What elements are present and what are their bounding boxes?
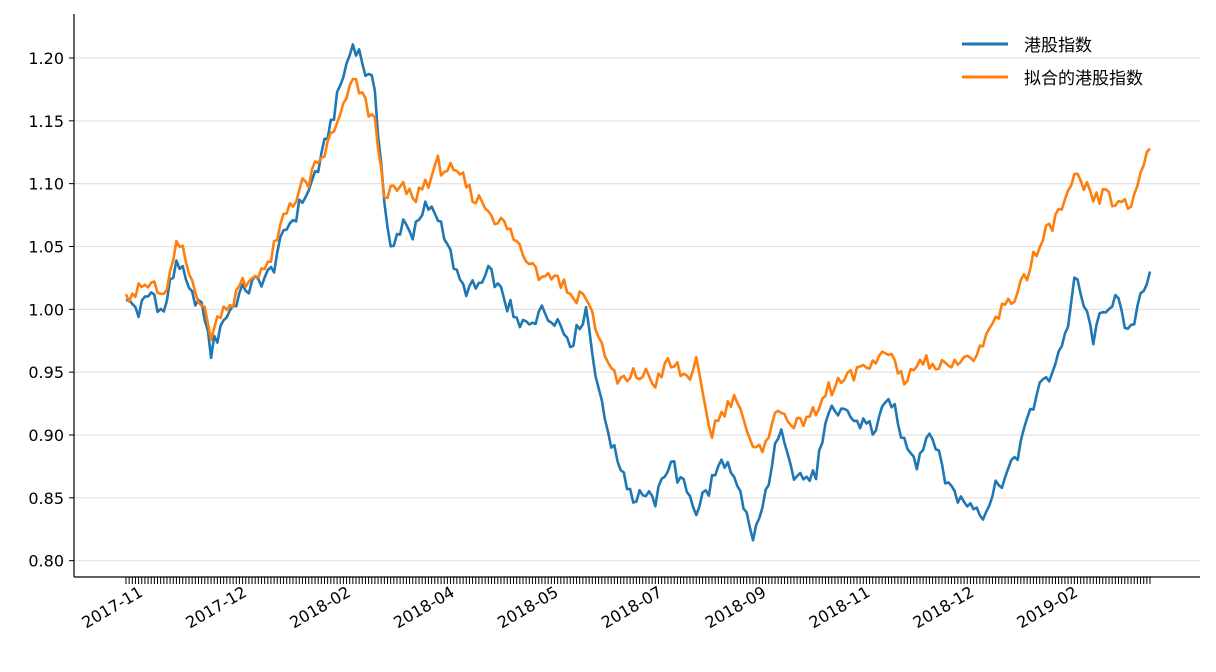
x-tick-label: 2018-09 xyxy=(702,582,769,632)
y-tick-label: 0.85 xyxy=(28,489,64,508)
gridlines xyxy=(74,57,1200,562)
x-tick-label: 2018-04 xyxy=(390,582,457,632)
x-tick-label: 2019-02 xyxy=(1014,582,1081,632)
x-tick-label: 2018-12 xyxy=(910,582,977,632)
x-tick-label: 2018-02 xyxy=(286,582,353,632)
legend-label: 港股指数 xyxy=(1024,36,1092,56)
y-tick-label: 1.20 xyxy=(28,49,64,68)
x-tick-label: 2018-07 xyxy=(598,582,665,632)
x-ticks: 2017-11 2017-12 2018-02 2018-04 2018-05 2018-… xyxy=(79,582,1081,632)
x-minor-ticks xyxy=(125,577,1151,584)
y-tick-label: 1.15 xyxy=(28,112,64,131)
x-minor-tick-marks xyxy=(125,577,1151,584)
legend-label: 拟合的港股指数 xyxy=(1024,69,1143,89)
x-tick-label: 2017-11 xyxy=(79,582,146,632)
legend: 港股指数 拟合的港股指数 xyxy=(962,36,1143,89)
axes xyxy=(73,14,1200,578)
y-tick-label: 0.90 xyxy=(28,426,64,445)
series-lines xyxy=(124,43,1152,542)
x-tick-label: 2017-12 xyxy=(182,582,249,632)
x-tick-label: 2018-05 xyxy=(494,582,561,632)
y-tick-label: 1.05 xyxy=(28,237,64,256)
series-line-港股指数 xyxy=(125,43,1152,542)
y-tick-label: 1.10 xyxy=(28,175,64,194)
y-tick-label: 0.80 xyxy=(28,552,64,571)
y-tick-label: 0.95 xyxy=(28,363,64,382)
y-ticks: 0.80 0.85 0.90 0.95 1.00 1.05 1.10 1.15 1.20 xyxy=(28,49,74,571)
series-line-拟合的港股指数 xyxy=(124,77,1151,454)
x-tick-label: 2018-11 xyxy=(806,582,873,632)
y-tick-label: 1.00 xyxy=(28,300,64,319)
